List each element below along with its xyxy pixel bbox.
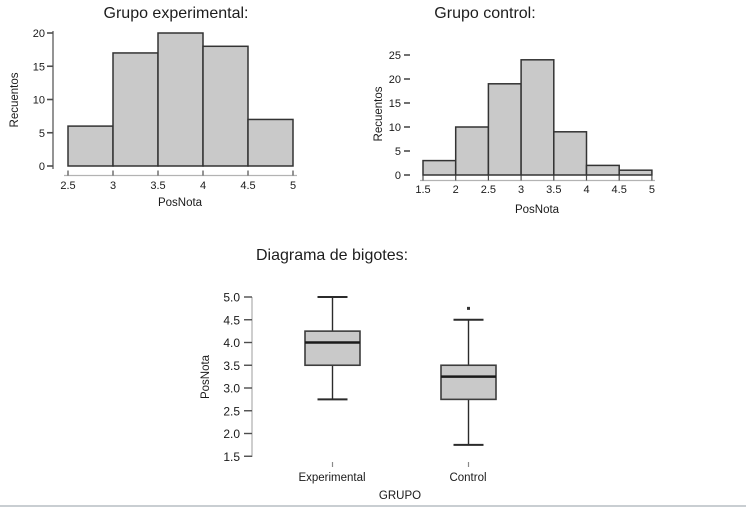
y-tick-label: 25	[389, 50, 401, 62]
histogram-bar	[520, 59, 555, 176]
y-tick-label: 10	[389, 122, 401, 134]
page-bottom-rule	[0, 505, 746, 507]
boxplot-y-axis-label: PosNota	[200, 354, 212, 400]
boxplot-category-experimental: Experimental	[298, 472, 366, 484]
experimental-y-axis-label: Recuentos	[9, 72, 21, 128]
y-tick-label: 5	[395, 146, 401, 158]
boxplot-category-control: Control	[449, 472, 487, 484]
x-tick-label: 4.5	[240, 180, 255, 192]
outlier-point	[467, 306, 470, 310]
histogram-bar	[585, 164, 620, 176]
control-histogram: 0 5 10 15 20 25 1.5 2 2.5 3 3.5 4 4.5 5	[389, 50, 655, 196]
y-tick-label: 4.5	[223, 313, 240, 327]
y-tick-label: 4.0	[223, 336, 240, 350]
x-tick-label: 3.5	[150, 180, 165, 192]
x-tick-label: 5	[649, 184, 655, 196]
x-tick-label: 1.5	[415, 184, 430, 196]
x-tick-label: 2.5	[481, 184, 496, 196]
boxplot-x-axis-label: GRUPO	[378, 490, 422, 502]
histogram-bar	[422, 159, 457, 176]
y-tick-label: 5.0	[223, 291, 240, 305]
histogram-bar	[247, 118, 294, 167]
x-tick-label: 4	[583, 184, 589, 196]
x-tick-label: 3	[110, 180, 116, 192]
experimental-histogram: 0 5 10 15 20 2.5 3 3.5 4 4.5 5	[33, 28, 297, 192]
histogram-bar	[112, 52, 159, 167]
boxplot-title: Diagrama de bigotes:	[255, 247, 409, 264]
y-tick-label: 20	[389, 74, 401, 86]
experimental-x-axis-label: PosNota	[157, 197, 203, 209]
histogram-bar	[157, 32, 204, 167]
y-tick-label: 1.5	[223, 450, 240, 464]
x-tick-label: 4	[200, 180, 206, 192]
y-tick-label: 2.0	[223, 427, 240, 441]
y-tick-label: 0	[39, 161, 45, 173]
histogram-bar	[67, 125, 114, 167]
control-y-axis-label: Recuentos	[373, 86, 385, 142]
histogram-bar	[454, 126, 490, 176]
control-x-axis-label: PosNota	[514, 204, 560, 216]
histogram-bar	[487, 83, 522, 176]
x-tick-label: 3	[518, 184, 524, 196]
x-tick-label: 2.5	[60, 180, 75, 192]
whisker-boxplot: 1.5 2.0 2.5 3.0 3.5 4.0 4.5 5.0	[223, 291, 497, 467]
x-tick-label: 4.5	[612, 184, 627, 196]
y-tick-label: 0	[395, 170, 401, 182]
y-tick-label: 15	[389, 98, 401, 110]
histogram-bar	[202, 45, 249, 167]
y-tick-label: 3.5	[223, 359, 240, 373]
x-tick-label: 3.5	[546, 184, 561, 196]
box	[304, 330, 361, 367]
box	[440, 364, 497, 401]
y-tick-label: 20	[33, 28, 45, 40]
control-histogram-title: Grupo control:	[434, 5, 536, 22]
y-tick-label: 10	[33, 95, 45, 107]
histogram-bar	[553, 131, 588, 176]
experimental-histogram-title: Grupo experimental:	[103, 5, 249, 22]
y-tick-label: 5	[39, 128, 45, 140]
y-tick-label: 15	[33, 61, 45, 73]
y-tick-label: 2.5	[223, 404, 240, 418]
x-tick-label: 5	[290, 180, 296, 192]
x-tick-label: 2	[453, 184, 459, 196]
histogram-bar	[618, 169, 653, 176]
y-tick-label: 3.0	[223, 382, 240, 396]
